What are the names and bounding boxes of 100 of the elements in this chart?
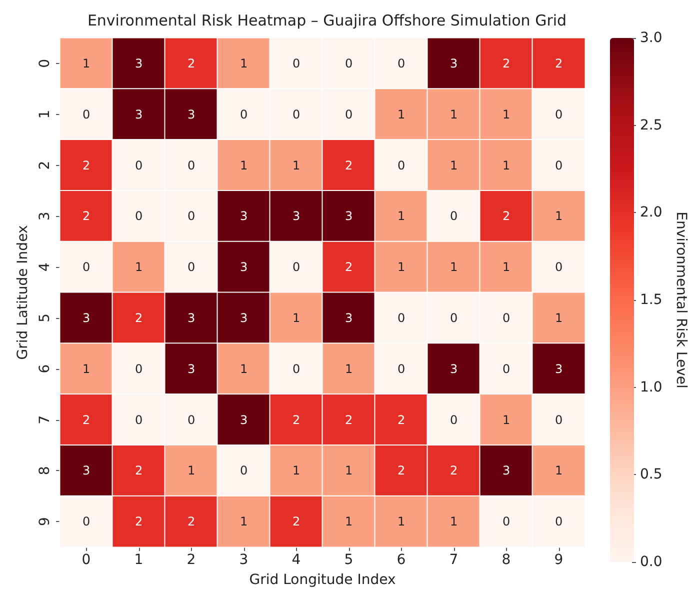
data-label: 1 [554, 209, 563, 224]
data-label: 1 [82, 56, 90, 70]
data-label: 3 [187, 310, 196, 325]
data-label: 0 [554, 107, 563, 122]
data-label: 0 [187, 158, 196, 172]
data-label: 2 [134, 514, 143, 529]
data-label: 1 [344, 464, 353, 478]
data-label: 1 [240, 362, 248, 376]
y-tick-label: 1 [37, 110, 53, 119]
y-tick-label: 3 [37, 212, 53, 221]
data-label: 3 [240, 260, 248, 274]
data-label: 1 [344, 362, 353, 376]
data-label: 0 [82, 260, 90, 274]
chart-title: Environmental Risk Heatmap – Guajira Offshore Simulation Grid [87, 12, 567, 30]
data-label: 3 [450, 362, 458, 376]
y-tick-label: 8 [37, 466, 53, 476]
data-label: 1 [187, 464, 196, 478]
data-label: 0 [82, 107, 90, 122]
data-label: 0 [187, 209, 196, 224]
data-label: 0 [450, 310, 458, 325]
data-label: 0 [502, 310, 510, 325]
data-label: 1 [450, 514, 458, 529]
data-label: 1 [502, 107, 510, 122]
color-bar-title: Environmental Risk Level [673, 212, 689, 388]
data-label: 1 [397, 107, 406, 122]
color-bar-label: 1.5 [640, 292, 662, 308]
data-label: 1 [502, 260, 510, 274]
x-tick-label: 6 [396, 552, 406, 568]
data-label: 1 [554, 310, 563, 325]
data-label: 3 [502, 464, 510, 478]
data-label: 2 [134, 464, 143, 478]
data-label: 0 [82, 514, 90, 529]
data-label: 0 [240, 464, 248, 478]
data-label: 2 [344, 260, 353, 274]
data-label: 1 [397, 514, 406, 529]
color-bar-label: 3.0 [640, 30, 662, 46]
data-label: 1 [554, 464, 563, 478]
y-tick-label: 7 [37, 415, 53, 424]
data-label: 1 [292, 310, 300, 325]
y-tick-label: 4 [37, 262, 53, 272]
data-label: 0 [450, 209, 458, 224]
data-label: 2 [82, 209, 90, 224]
y-tick-label: 5 [37, 313, 53, 322]
data-label: 2 [502, 56, 510, 70]
data-label: 3 [240, 310, 248, 325]
data-label: 1 [450, 158, 458, 172]
data-label: 0 [397, 56, 406, 70]
data-label: 0 [292, 260, 300, 274]
x-tick-label: 7 [449, 552, 458, 568]
y-tick-label: 2 [37, 160, 53, 170]
data-label: 0 [450, 412, 458, 427]
data-label: 2 [502, 209, 510, 224]
data-label: 2 [187, 56, 196, 70]
x-tick-label: 0 [82, 552, 91, 568]
x-tick-label: 5 [344, 552, 354, 568]
data-label: 0 [502, 362, 510, 376]
data-label: 1 [450, 260, 458, 274]
data-label: 2 [292, 514, 300, 529]
data-label: 0 [240, 107, 248, 122]
data-label: 0 [397, 362, 406, 376]
data-label: 3 [240, 209, 248, 224]
data-label: 2 [82, 158, 90, 172]
y-tick-label: 9 [37, 517, 53, 526]
data-label: 2 [554, 56, 563, 70]
color-bar-label: 0.5 [640, 466, 662, 483]
data-label: 2 [82, 412, 90, 427]
data-label: 2 [134, 310, 143, 325]
data-label: 0 [344, 107, 353, 122]
data-label: 0 [292, 362, 300, 376]
data-label: 3 [292, 209, 300, 224]
color-bar-label: 2.5 [640, 117, 662, 134]
y-tick-label: 6 [37, 364, 53, 374]
data-label: 2 [344, 158, 353, 172]
x-tick-label: 9 [554, 552, 564, 568]
data-label: 0 [187, 260, 196, 274]
data-label: 0 [554, 514, 563, 529]
x-tick-label: 2 [186, 552, 196, 568]
data-label: 2 [450, 464, 458, 478]
data-label: 1 [240, 514, 248, 529]
data-label: 3 [82, 464, 90, 478]
color-bar-label: 1.0 [640, 379, 662, 396]
data-label: 1 [502, 412, 510, 427]
data-label: 0 [134, 362, 143, 376]
data-label: 0 [134, 209, 143, 224]
data-label: 1 [397, 260, 406, 274]
data-label: 3 [134, 107, 143, 122]
data-label: 3 [187, 107, 196, 122]
data-label: 3 [554, 362, 563, 376]
data-label: 1 [82, 362, 90, 376]
data-label: 0 [292, 56, 300, 70]
data-label: 0 [292, 107, 300, 122]
data-label: 2 [187, 514, 196, 529]
data-label: 0 [397, 310, 406, 325]
y-axis-title: Grid Latitude Index [15, 225, 31, 360]
data-label: 3 [82, 310, 90, 325]
data-label: 0 [554, 412, 563, 427]
data-label: 1 [502, 158, 510, 172]
data-label: 0 [187, 412, 196, 427]
data-label: 2 [292, 412, 300, 427]
data-label: 1 [450, 107, 458, 122]
